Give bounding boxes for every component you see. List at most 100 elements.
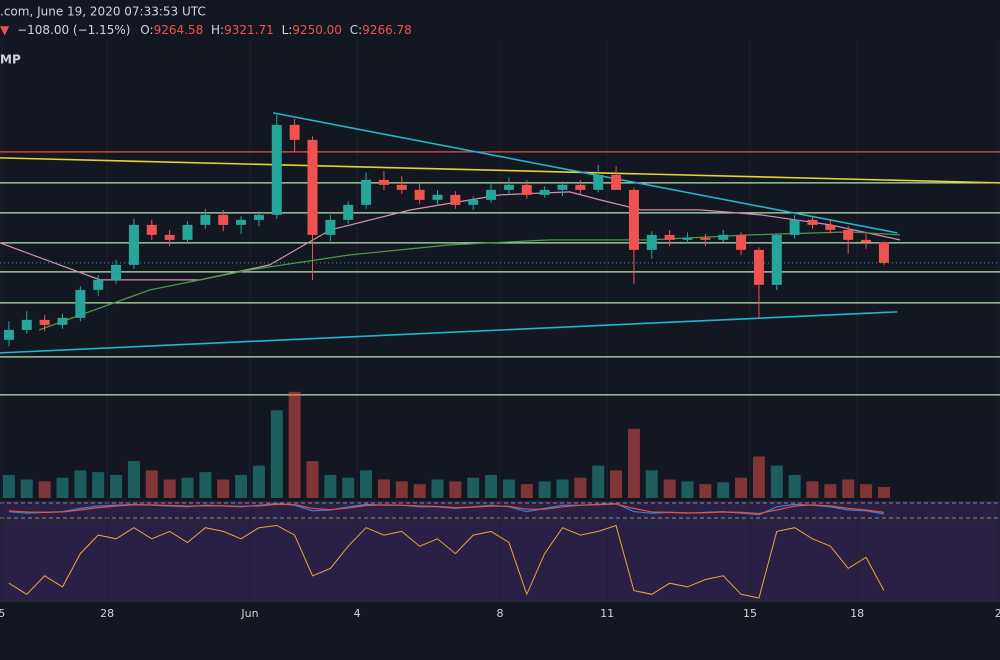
volume-bar: [413, 484, 426, 498]
volume-bar: [645, 470, 658, 498]
x-tick-label: 15: [743, 607, 757, 620]
x-tick-label: 2: [995, 607, 1000, 620]
volume-bar: [610, 470, 623, 498]
candle-body: [861, 239, 872, 243]
candle-body: [39, 319, 50, 325]
volume-bar: [324, 474, 337, 498]
volume-bar: [145, 470, 158, 498]
volume-bar: [163, 479, 176, 498]
ohlc-label: O:: [140, 23, 153, 37]
volume-bar: [699, 484, 712, 498]
moving-average: [39, 231, 901, 331]
candle-body: [521, 184, 532, 195]
candle-body: [628, 189, 639, 250]
change-arrow: ▼: [0, 23, 10, 37]
volume-bar: [431, 479, 444, 498]
volume-bar: [181, 477, 194, 498]
stoch-line: [8, 503, 885, 515]
volume-bar: [252, 465, 265, 498]
ohlc-value: 9264.58: [154, 23, 204, 37]
candle-body: [200, 214, 211, 225]
candle-body: [736, 234, 747, 250]
volume-bar: [395, 481, 408, 498]
trend-line: [273, 112, 898, 234]
volume-bar: [110, 474, 123, 498]
candle-body: [700, 237, 711, 240]
volume-bar: [824, 484, 837, 498]
candle-body: [718, 234, 729, 240]
candle-body: [450, 194, 461, 205]
rsi-line: [8, 524, 885, 599]
volume-bar: [288, 391, 301, 498]
candle-body: [289, 124, 300, 140]
x-tick-label: Jun: [240, 607, 258, 620]
candle-body: [271, 124, 282, 215]
candle-body: [593, 174, 604, 190]
candle-body: [93, 279, 104, 290]
candle-body: [325, 219, 336, 235]
volume-bar: [681, 481, 694, 498]
candle-body: [396, 184, 407, 190]
ohlc-label: C:: [350, 23, 362, 37]
header-quote: ▼ −108.00 (−1.15%) O:9264.58 H:9321.71 L…: [0, 23, 412, 37]
candle-body: [164, 234, 175, 240]
volume-bar: [360, 470, 373, 498]
candle-body: [825, 224, 836, 230]
volume-bar: [877, 486, 890, 498]
volume-bar: [806, 481, 819, 498]
volume-bar: [538, 481, 551, 498]
candle-body: [21, 319, 32, 330]
trend-line: [0, 311, 898, 354]
volume-bar: [717, 482, 730, 498]
candle-body: [111, 264, 122, 280]
candle-body: [236, 219, 247, 225]
candle-body: [575, 184, 586, 190]
volume-bar: [556, 479, 569, 498]
candle-body: [414, 189, 425, 200]
volume-bar: [56, 477, 69, 498]
volume-bar: [449, 481, 462, 498]
candle-body: [539, 189, 550, 195]
volume-bar: [592, 465, 605, 498]
volume-bar: [235, 474, 248, 498]
candle-body: [557, 184, 568, 190]
candle-body: [432, 194, 443, 200]
volume-bar: [663, 479, 676, 498]
candle-body: [878, 242, 889, 263]
x-tick-label: 4: [354, 607, 361, 620]
candle-body: [611, 174, 622, 190]
x-tick-label: 5: [0, 607, 5, 620]
volume-bar: [270, 410, 283, 498]
candle-body: [75, 289, 86, 318]
header-source: .com, June 19, 2020 07:33:53 UTC: [0, 5, 206, 19]
volume-bar: [217, 479, 230, 498]
volume-bar: [574, 477, 587, 498]
volume-bar: [520, 484, 533, 498]
volume-bar: [306, 461, 319, 498]
candle-body: [789, 219, 800, 235]
candle-body: [753, 249, 764, 285]
volume-bar: [752, 456, 765, 498]
volume-bar: [92, 472, 105, 498]
candle-body: [843, 229, 854, 240]
volume-bar: [127, 461, 140, 498]
volume-bar: [842, 479, 855, 498]
candle-body: [218, 214, 229, 225]
change: −108.00 (−1.15%): [17, 23, 130, 37]
candle-body: [807, 219, 818, 225]
volume-bar: [377, 479, 390, 498]
ohlc-label: L:: [282, 23, 293, 37]
volume-bar: [467, 477, 480, 498]
x-tick-label: 8: [497, 607, 504, 620]
candle-body: [128, 224, 139, 265]
x-tick-label: 28: [100, 607, 114, 620]
volume-bar: [485, 474, 498, 498]
volume-bar: [74, 470, 87, 498]
candle-body: [182, 224, 193, 240]
volume-bar: [199, 472, 212, 498]
candle-body: [664, 234, 675, 240]
candle-body: [253, 214, 264, 220]
volume-bar: [2, 474, 15, 498]
ohlc-value: 9250.00: [292, 23, 342, 37]
